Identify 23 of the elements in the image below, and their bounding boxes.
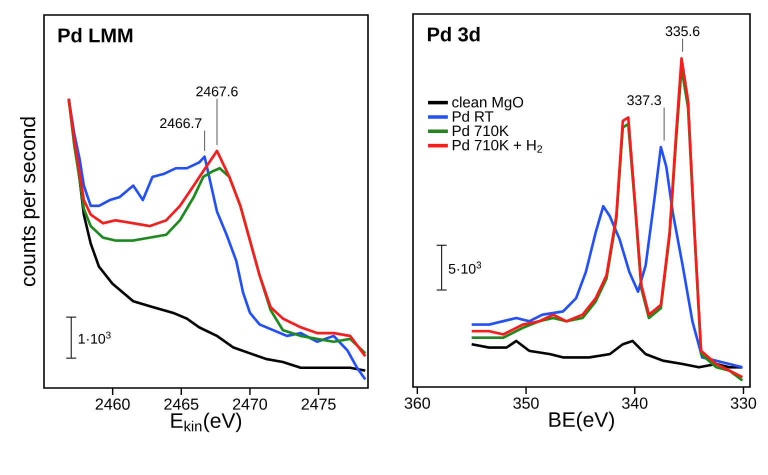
chart-title: Pd 3d [428,26,480,42]
x-tick-label: 350 [513,398,539,409]
x-tick-label: 2470 [233,398,268,410]
x-axis-title: BE(eV) [550,412,614,432]
x-tick-label: 330 [730,398,756,409]
legend-label: Pd RT [452,110,494,122]
annotation: 2467.6 [196,86,238,96]
x-tick-label: 2460 [96,398,130,410]
x-axis-title: E$_{kin}$(eV) [171,412,242,432]
annotation: 337.3 [627,95,662,106]
x-tick-label: 2465 [164,398,198,410]
x-tick-label: 360 [404,398,430,409]
annotation: 2466.7 [160,118,202,128]
legend-label: Pd 710K + H$_{2}$ [452,139,542,153]
y-axis-title: counts per second [20,117,40,286]
chart-title: Pd LMM [58,28,132,42]
annotation: 335.6 [666,26,700,36]
legend-label: Pd 710K [452,125,509,136]
annotation: 5·10$^{3}$ [448,262,482,274]
x-tick-label: 2475 [302,398,336,410]
legend-label: clean MgO [452,96,524,110]
annotation: 1·10$^{3}$ [78,332,111,344]
x-tick-label: 340 [622,398,648,409]
